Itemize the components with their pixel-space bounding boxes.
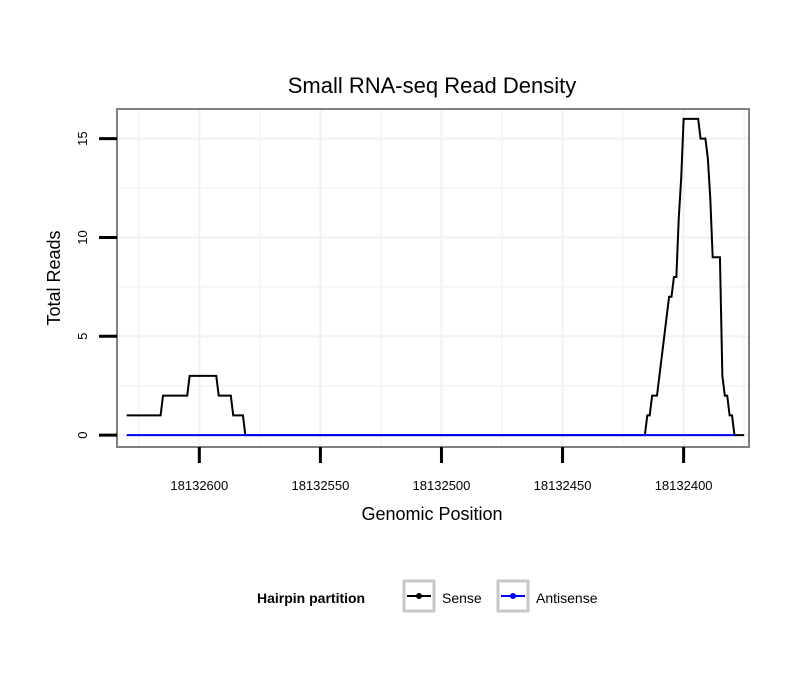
legend-dot-antisense: [510, 593, 516, 599]
x-tick-label-2: 18132500: [413, 478, 471, 493]
legend-label-sense: Sense: [442, 590, 482, 606]
x-axis-title: Genomic Position: [361, 504, 502, 524]
legend-title: Hairpin partition: [257, 590, 365, 606]
plot-border: [116, 108, 750, 448]
series-layer: [126, 117, 745, 437]
y-tick-label-2: 10: [75, 230, 90, 244]
x-tick-label-3: 18132450: [534, 478, 592, 493]
legend-dot-sense: [416, 593, 422, 599]
plot-area: [116, 108, 750, 448]
legend-item-sense[interactable]: Sense: [402, 579, 482, 613]
y-axis-title: Total Reads: [44, 230, 64, 325]
x-tick-label-0: 18132600: [170, 478, 228, 493]
legend: Hairpin partition Sense Antisense: [257, 579, 598, 613]
plot-background: [117, 109, 749, 447]
legend-label-antisense: Antisense: [536, 590, 598, 606]
x-axis: 18132600 18132550 18132500 18132450 18132400: [170, 447, 713, 493]
x-tick-label-4: 18132400: [655, 478, 713, 493]
y-axis: 0 5 10 15: [75, 131, 117, 439]
x-tick-label-1: 18132550: [291, 478, 349, 493]
legend-item-antisense[interactable]: Antisense: [496, 579, 598, 613]
series-line-sense[interactable]: [126, 117, 745, 437]
chart-title: Small RNA-seq Read Density: [288, 73, 577, 98]
y-tick-label-3: 15: [75, 131, 90, 145]
y-tick-label-0: 0: [75, 432, 90, 439]
y-tick-label-1: 5: [75, 333, 90, 340]
